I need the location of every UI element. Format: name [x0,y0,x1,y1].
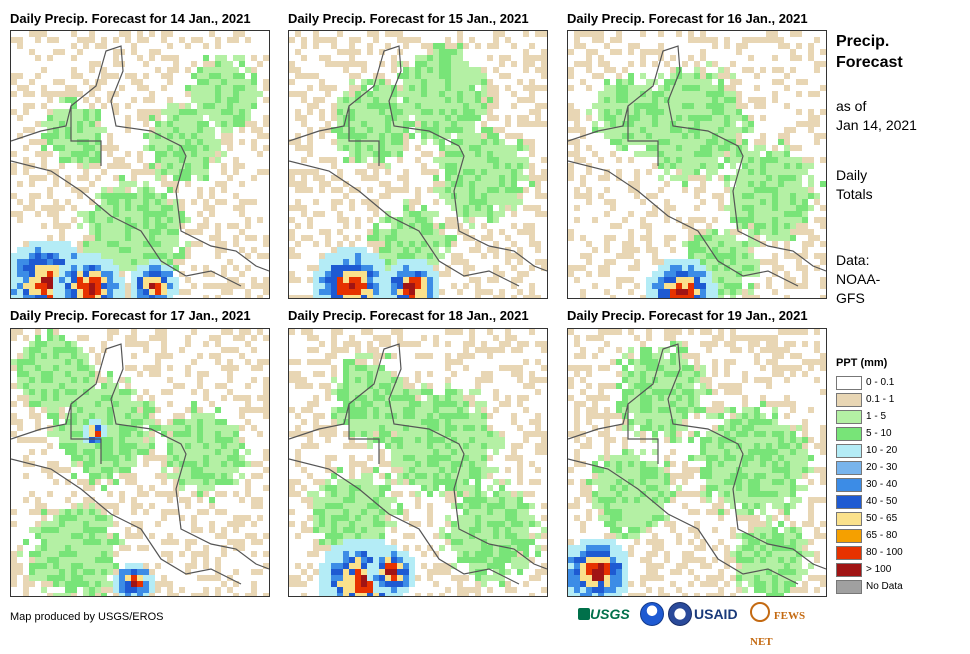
precip-map-16jan [568,31,826,298]
fews-net-logo: FEWS NET [750,602,826,626]
legend-swatch [836,512,862,526]
map-panel-16jan [567,30,827,299]
data-source-line1: Data: [836,251,880,270]
agency-logos: USGS USAID FEWS NET [578,602,828,628]
doi-seal-icon [668,602,692,626]
as-of-line2: Jan 14, 2021 [836,116,917,135]
data-source-line3: GFS [836,289,880,308]
legend-swatch [836,580,862,594]
precip-map-15jan [289,31,547,298]
legend-label: 1 - 5 [866,410,886,423]
legend-swatch [836,529,862,543]
as-of-text: as of Jan 14, 2021 [836,97,917,135]
legend-swatch [836,427,862,441]
map-panel-18jan [288,328,548,597]
side-title: Precip. Forecast [836,31,903,73]
side-title-line2: Forecast [836,52,903,73]
legend-swatch [836,478,862,492]
legend-swatch [836,495,862,509]
legend-swatch [836,563,862,577]
legend-label: 40 - 50 [866,495,897,508]
legend-label: 20 - 30 [866,461,897,474]
legend-label: 65 - 80 [866,529,897,542]
data-source-text: Data: NOAA- GFS [836,251,880,308]
legend-label: 50 - 65 [866,512,897,525]
daily-totals-text: Daily Totals [836,166,873,204]
legend-label: 0.1 - 1 [866,393,894,406]
precip-map-14jan [11,31,269,298]
legend-swatch [836,546,862,560]
map-panel-15jan [288,30,548,299]
panel-title-19jan: Daily Precip. Forecast for 19 Jan., 2021 [567,308,808,323]
legend-swatch [836,444,862,458]
fews-net-globe-icon [750,602,770,622]
legend-label: 5 - 10 [866,427,892,440]
precip-map-19jan [568,329,826,596]
panel-title-14jan: Daily Precip. Forecast for 14 Jan., 2021 [10,11,251,26]
map-panel-19jan [567,328,827,597]
map-panel-14jan [10,30,270,299]
panel-title-15jan: Daily Precip. Forecast for 15 Jan., 2021 [288,11,529,26]
legend-label: 80 - 100 [866,546,903,559]
legend-label: No Data [866,580,903,593]
panel-title-18jan: Daily Precip. Forecast for 18 Jan., 2021 [288,308,529,323]
noaa-logo-icon [640,602,664,626]
daily-totals-line1: Daily [836,166,873,185]
precip-map-18jan [289,329,547,596]
legend-swatch [836,410,862,424]
side-title-line1: Precip. [836,31,903,52]
legend-label: 10 - 20 [866,444,897,457]
usgs-logo: USGS [578,602,634,626]
legend-swatch [836,461,862,475]
panel-title-17jan: Daily Precip. Forecast for 17 Jan., 2021 [10,308,251,323]
legend-label: > 100 [866,563,891,576]
panel-title-16jan: Daily Precip. Forecast for 16 Jan., 2021 [567,11,808,26]
usaid-logo: USAID [694,602,746,626]
legend-label: 30 - 40 [866,478,897,491]
legend-swatch [836,393,862,407]
as-of-line1: as of [836,97,917,116]
map-credit: Map produced by USGS/EROS [10,611,163,623]
usgs-wave-icon [578,608,590,620]
daily-totals-line2: Totals [836,185,873,204]
data-source-line2: NOAA- [836,270,880,289]
legend-title: PPT (mm) [836,357,887,369]
legend-label: 0 - 0.1 [866,376,894,389]
legend-swatch [836,376,862,390]
map-panel-17jan [10,328,270,597]
precip-map-17jan [11,329,269,596]
